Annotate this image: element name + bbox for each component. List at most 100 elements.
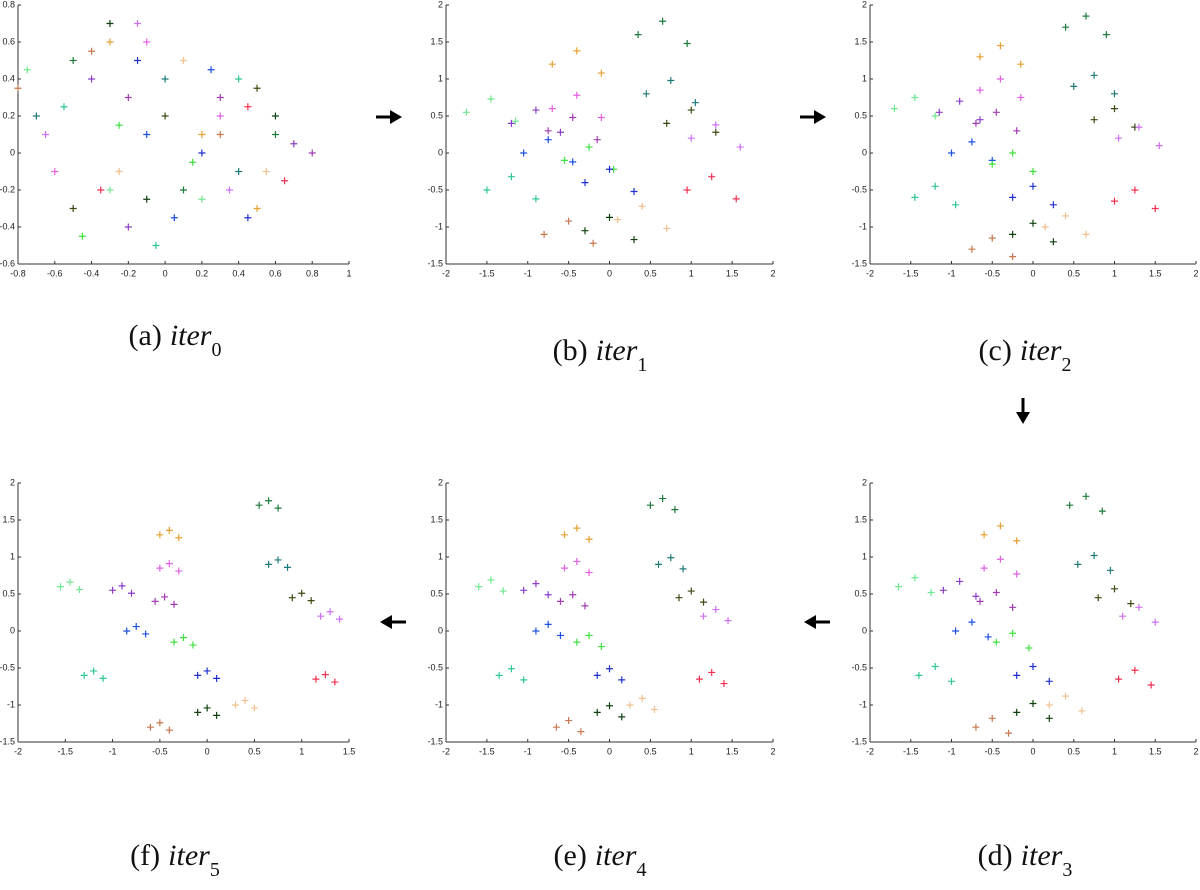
point bbox=[569, 113, 577, 121]
point bbox=[1062, 212, 1070, 220]
point bbox=[593, 136, 601, 144]
point bbox=[1049, 238, 1057, 246]
point bbox=[992, 589, 1000, 597]
point bbox=[630, 187, 638, 195]
point bbox=[683, 39, 691, 47]
x-tick-label: -0.5 bbox=[984, 746, 1000, 756]
point bbox=[165, 726, 173, 734]
point bbox=[1135, 123, 1143, 131]
point bbox=[60, 103, 68, 111]
x-tick-label: 2 bbox=[770, 746, 775, 756]
point bbox=[203, 667, 211, 675]
point bbox=[165, 560, 173, 568]
y-tick-label: 0 bbox=[862, 625, 867, 635]
caption-var: iter bbox=[168, 839, 210, 872]
point bbox=[540, 230, 548, 238]
point bbox=[1127, 600, 1135, 608]
point bbox=[573, 91, 581, 99]
caption-var: iter bbox=[1020, 334, 1062, 367]
point bbox=[712, 128, 720, 136]
point bbox=[106, 20, 114, 27]
caption-sub: 2 bbox=[1061, 354, 1071, 376]
point bbox=[216, 112, 224, 120]
point bbox=[593, 671, 601, 679]
point bbox=[250, 704, 258, 712]
point bbox=[156, 719, 164, 727]
x-tick-label: 1 bbox=[346, 268, 351, 278]
point bbox=[980, 564, 988, 572]
point bbox=[659, 17, 667, 25]
y-tick-label: -0.5 bbox=[427, 662, 443, 672]
x-tick-label: 0.5 bbox=[248, 746, 261, 756]
point bbox=[980, 531, 988, 539]
point bbox=[597, 643, 605, 651]
point bbox=[1017, 94, 1025, 101]
x-tick-label: -1 bbox=[947, 746, 955, 756]
point bbox=[216, 131, 224, 138]
x-tick-label: 1.5 bbox=[1149, 746, 1162, 756]
point bbox=[235, 75, 243, 83]
point bbox=[1045, 714, 1053, 722]
point bbox=[931, 182, 939, 190]
point bbox=[151, 597, 159, 605]
point bbox=[988, 714, 996, 722]
point bbox=[1082, 230, 1090, 238]
y-tick-label: -1.5 bbox=[427, 736, 443, 746]
point bbox=[1102, 31, 1110, 39]
caption: (b) iter1 bbox=[553, 334, 648, 376]
point bbox=[520, 149, 528, 157]
point bbox=[708, 173, 716, 181]
point bbox=[241, 697, 249, 705]
point bbox=[80, 671, 88, 679]
point bbox=[1131, 186, 1139, 194]
point bbox=[520, 676, 528, 684]
point bbox=[265, 560, 273, 568]
point bbox=[189, 158, 197, 166]
point bbox=[1005, 729, 1013, 737]
point bbox=[996, 522, 1004, 530]
point bbox=[78, 232, 86, 240]
point bbox=[69, 205, 77, 212]
caption-var: iter bbox=[170, 319, 212, 352]
point bbox=[207, 66, 215, 74]
point bbox=[1062, 23, 1070, 31]
point bbox=[548, 60, 556, 68]
point bbox=[57, 583, 65, 591]
y-tick-label: -0.2 bbox=[0, 184, 15, 194]
x-tick-label: 0.4 bbox=[232, 268, 245, 278]
point bbox=[123, 627, 131, 635]
panel: -1.5-1-0.500.511.52-2 -1.5 -1 -0.5 0 0.5 1 1.5(… bbox=[0, 477, 355, 881]
x-tick-label: 2 bbox=[1193, 746, 1198, 756]
y-tick-label: -1.5 bbox=[851, 258, 867, 268]
x-tick-label: -2 bbox=[442, 268, 450, 278]
point bbox=[180, 57, 187, 64]
point bbox=[336, 615, 344, 623]
y-tick-label: 0.5 bbox=[430, 588, 443, 598]
point bbox=[1066, 501, 1074, 509]
x-tick-label: -0.4 bbox=[84, 268, 100, 278]
point bbox=[565, 717, 573, 725]
y-tick-label: 2 bbox=[862, 0, 867, 9]
caption-label: (d) bbox=[978, 839, 1013, 872]
point bbox=[1017, 60, 1025, 68]
x-tick-label: -2 bbox=[442, 746, 450, 756]
caption-label: (a) bbox=[129, 319, 162, 352]
point bbox=[911, 574, 919, 582]
panel: -1.5-1-0.500.511.52-2 -1.5 -1 -0.5 0 0.5 1 1.5 2… bbox=[427, 477, 775, 881]
x-tick-label: 1 bbox=[689, 268, 694, 278]
point bbox=[988, 160, 996, 168]
x-tick-label: 1.5 bbox=[726, 268, 739, 278]
point bbox=[671, 506, 679, 514]
point bbox=[499, 587, 507, 595]
point bbox=[124, 223, 132, 231]
y-tick-label: -1 bbox=[435, 699, 443, 709]
y-tick-label: 0.2 bbox=[2, 110, 15, 120]
point bbox=[106, 38, 114, 46]
x-tick-label: -1 bbox=[947, 268, 955, 278]
caption-var: iter bbox=[595, 839, 637, 872]
point bbox=[691, 99, 699, 107]
point bbox=[1078, 707, 1086, 715]
point bbox=[952, 201, 960, 209]
point bbox=[127, 589, 135, 597]
point bbox=[679, 565, 687, 573]
